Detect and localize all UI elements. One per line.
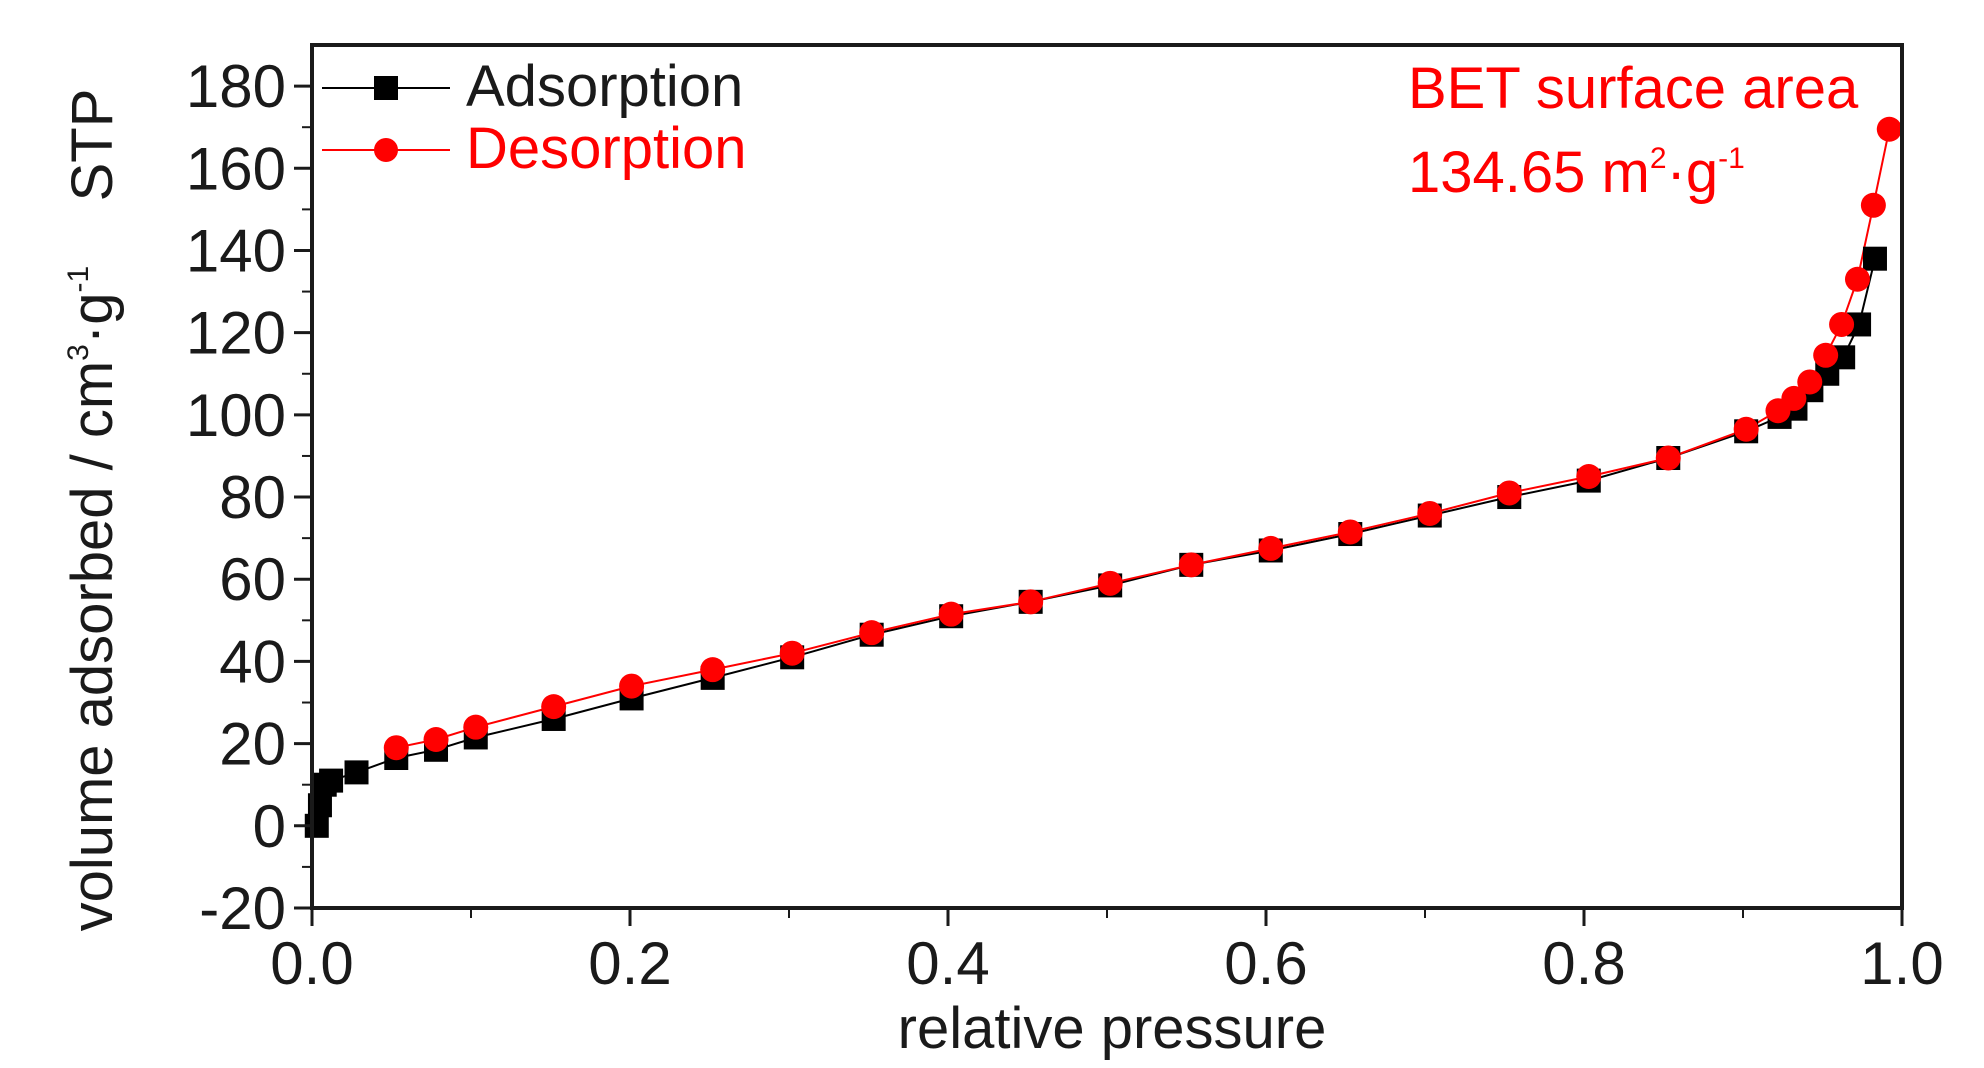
y-tick-label: 180 — [186, 53, 286, 120]
series-markers — [304, 116, 1902, 838]
desorption-point — [1018, 589, 1044, 615]
adsorption-point — [344, 760, 369, 785]
desorption-line — [396, 128, 1891, 749]
desorption-point — [1258, 535, 1284, 561]
desorption-point — [938, 601, 964, 627]
bet-annotation-sup2: -1 — [1718, 142, 1745, 175]
legend-label-desorption: Desorption — [466, 116, 746, 181]
bet-annotation-line1: BET surface area — [1408, 56, 1859, 121]
y-tick-label: -20 — [199, 875, 286, 942]
y-axis-label-tail: STP — [60, 89, 125, 202]
y-tick-label: 20 — [219, 711, 286, 778]
x-tick-label: 0.8 — [1542, 930, 1625, 997]
x-axis-label: relative pressure — [898, 996, 1327, 1061]
x-tick-label: 1.0 — [1860, 930, 1943, 997]
y-tick-label: 40 — [219, 628, 286, 695]
x-tick-label: 0.4 — [906, 930, 989, 997]
desorption-point — [1178, 552, 1204, 578]
x-tick-label: 0.2 — [588, 930, 671, 997]
desorption-point — [1097, 570, 1123, 596]
y-axis-label-main: volume adsorbed / cm — [60, 361, 125, 932]
desorption-point — [1576, 464, 1602, 489]
desorption-point — [383, 735, 409, 761]
y-axis-label-sup1: 3 — [62, 344, 95, 361]
y-tick-label: 160 — [186, 135, 286, 202]
desorption-point — [1813, 342, 1839, 368]
x-tick-label: 0.0 — [270, 930, 353, 997]
desorption-point — [1797, 369, 1823, 395]
legend: Adsorption Desorption — [322, 54, 746, 181]
bet-annotation: BET surface area 134.65 m2·g-1 — [1408, 56, 1859, 205]
desorption-point — [779, 640, 805, 666]
desorption-point — [1733, 416, 1759, 442]
adsorption-points — [304, 246, 1887, 838]
y-tick-label: 140 — [186, 217, 286, 284]
desorption-point — [1844, 266, 1870, 292]
bet-annotation-value: 134.65 m — [1408, 140, 1650, 205]
desorption-point — [1860, 192, 1886, 218]
bet-annotation-mid: ·g — [1667, 140, 1719, 205]
y-tick-label: 80 — [219, 464, 286, 531]
desorption-points — [383, 116, 1902, 761]
y-axis-label-mid: ·g — [60, 293, 125, 345]
desorption-point — [859, 620, 885, 646]
x-tick-label: 0.6 — [1224, 930, 1307, 997]
y-tick-label: 100 — [186, 382, 286, 449]
desorption-point — [700, 657, 726, 683]
desorption-point — [1876, 116, 1902, 142]
desorption-point — [423, 727, 449, 753]
adsorption-point — [319, 768, 344, 793]
bet-annotation-line2: 134.65 m2·g-1 — [1408, 140, 1745, 205]
bet-annotation-sup1: 2 — [1650, 142, 1667, 175]
legend-marker-adsorption — [374, 76, 398, 100]
y-axis-label: volume adsorbed / cm3·g-1 STP — [60, 89, 125, 932]
desorption-point — [1655, 445, 1681, 471]
y-tick-label: 120 — [186, 300, 286, 367]
adsorption-line — [315, 258, 1876, 826]
desorption-point — [1496, 480, 1522, 506]
legend-marker-desorption — [374, 138, 398, 162]
adsorption-point — [1862, 246, 1887, 271]
desorption-point — [541, 694, 567, 720]
y-tick-label: 0 — [253, 793, 286, 860]
y-tick-label: 60 — [219, 546, 286, 613]
desorption-point — [463, 714, 489, 740]
axis-ticks: -20 0 20 40 60 80 100 120 140 160 180 0.0 0.2 0.4 0.6 0… — [186, 53, 1944, 997]
desorption-point — [1829, 311, 1855, 337]
desorption-point — [1765, 398, 1791, 424]
y-axis-label-sup2: -1 — [62, 266, 95, 293]
desorption-point — [1417, 500, 1443, 526]
desorption-point — [1337, 519, 1363, 545]
legend-label-adsorption: Adsorption — [466, 54, 743, 119]
y-axis-label-gap — [60, 201, 125, 265]
desorption-point — [619, 673, 645, 699]
